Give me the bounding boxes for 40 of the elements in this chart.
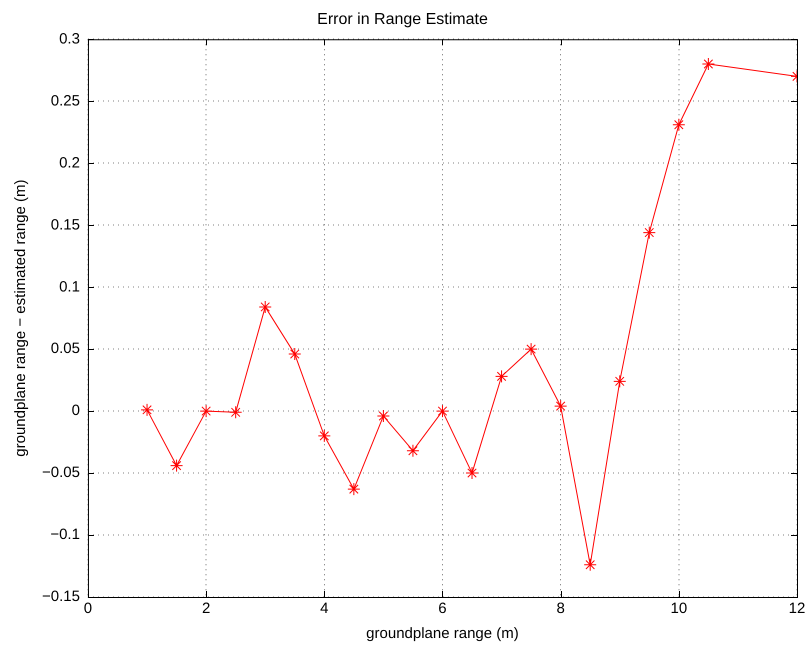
y-axis-title: groundplane range − estimated range (m): [12, 179, 30, 457]
x-tick-label: 0: [84, 600, 92, 618]
point: [318, 429, 331, 442]
point: [642, 226, 656, 240]
point: [140, 403, 154, 416]
point: [436, 404, 449, 418]
point: [466, 466, 479, 480]
point: [524, 342, 538, 356]
x-tick-label: 4: [320, 600, 328, 618]
y-tick-label: 0.3: [59, 30, 80, 48]
point: [258, 300, 272, 314]
point: [613, 374, 626, 388]
y-tick-label: −0.15: [42, 588, 80, 606]
y-tick-label: 0.25: [50, 92, 80, 110]
point: [702, 57, 715, 70]
y-tick-label: −0.05: [42, 464, 80, 482]
point: [495, 370, 508, 383]
point: [672, 118, 686, 132]
point: [584, 558, 597, 572]
x-axis-title: groundplane range (m): [366, 625, 519, 642]
x-tick-label: 2: [202, 600, 210, 618]
point: [376, 410, 390, 423]
chart-title: Error in Range Estimate: [317, 11, 488, 28]
y-tick-label: −0.1: [50, 526, 80, 544]
y-tick-label: 0.05: [50, 340, 80, 358]
point: [406, 444, 420, 458]
point: [170, 459, 184, 472]
y-tick-label: 0: [72, 402, 80, 420]
x-tick-label: 8: [556, 600, 565, 618]
x-tick-label: 12: [788, 600, 806, 618]
y-tick-label: 0.15: [50, 216, 80, 234]
x-tick-label: 6: [438, 600, 447, 618]
y-tick-label: 0.1: [59, 278, 80, 296]
point: [554, 400, 568, 413]
point: [200, 404, 213, 418]
point: [347, 482, 360, 496]
point: [288, 348, 302, 361]
x-tick-label: 10: [670, 600, 688, 618]
point: [229, 406, 242, 419]
y-tick-label: 0.2: [59, 154, 80, 172]
